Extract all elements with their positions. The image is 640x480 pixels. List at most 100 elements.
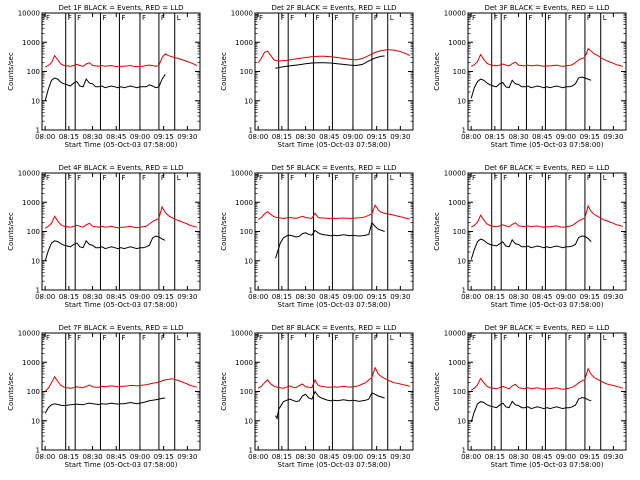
flag-marker-label: F (161, 174, 165, 182)
y-axis-label: Counts/sec (220, 212, 228, 251)
flag-marker-label: F (528, 174, 532, 182)
y-tick-label: 10000 (231, 170, 253, 178)
x-tick-label: 09:30 (390, 453, 410, 461)
x-axis-label: Start Time (05-Oct-03 07:58:00) (491, 141, 604, 149)
flag-marker-label: F (77, 334, 81, 342)
y-axis-label: Counts/sec (7, 212, 15, 251)
plot-title: Det 9F BLACK = Events, RED = LLD (484, 324, 609, 332)
flag-marker-label: F (259, 14, 263, 22)
x-tick-label: 08:45 (106, 453, 126, 461)
y-tick-label: 10000 (444, 10, 466, 18)
x-axis-label: Start Time (05-Oct-03 07:58:00) (278, 141, 391, 149)
detector-plot: Det 6F BLACK = Events, RED = LLD 1 10 100 10… (433, 164, 627, 309)
flag-marker-label: F (142, 14, 146, 22)
flag-marker-label: F (315, 334, 319, 342)
flag-marker-label: F (102, 174, 106, 182)
flag-marker-label: F (102, 14, 106, 22)
flag-marker-label: F (355, 14, 359, 22)
y-tick-label: 10000 (18, 10, 40, 18)
flag-marker-label: F (374, 334, 378, 342)
flag-marker-label: L (177, 334, 181, 342)
y-tick-label: 10 (31, 257, 40, 265)
flag-marker-label: F (355, 334, 359, 342)
x-tick-label: 08:30 (82, 293, 102, 301)
flag-marker-label: F (503, 14, 507, 22)
x-tick-label: 08:15 (485, 133, 505, 141)
events-series-line (275, 390, 385, 420)
x-tick-label: 08:00 (248, 453, 268, 461)
y-tick-label: 100 (453, 228, 466, 236)
y-tick-label: 1000 (22, 39, 40, 47)
y-tick-label: 10 (31, 97, 40, 105)
flag-marker-label: F (281, 334, 285, 342)
x-tick-label: 09:00 (343, 293, 363, 301)
flag-marker-label: F (142, 334, 146, 342)
lld-series-line (257, 366, 410, 389)
y-tick-label: 10 (457, 97, 466, 105)
x-tick-label: 09:00 (130, 453, 150, 461)
flag-marker-label: L (177, 174, 181, 182)
y-tick-label: 1 (462, 127, 466, 135)
x-tick-label: 08:45 (106, 133, 126, 141)
flag-marker-label: L (603, 14, 607, 22)
y-tick-label: 10 (244, 417, 253, 425)
flag-marker-label: F (46, 14, 50, 22)
flag-marker-label: F (77, 14, 81, 22)
flag-marker-label: F (568, 334, 572, 342)
y-tick-label: 1 (462, 287, 466, 295)
detector-plot: Det 1F BLACK = Events, RED = LLD 1 10 100 10… (7, 4, 201, 149)
detector-plot: Det 3F BLACK = Events, RED = LLD 1 10 100 10… (433, 4, 627, 149)
flag-marker-label: F (68, 174, 72, 182)
flag-marker-label: F (290, 14, 294, 22)
y-tick-label: 100 (240, 68, 253, 76)
lld-series-line (470, 47, 623, 67)
x-tick-label: 08:00 (35, 453, 55, 461)
events-series-line (470, 235, 592, 260)
detector-plot: Det 4F BLACK = Events, RED = LLD 1 10 100 10… (7, 164, 201, 309)
y-tick-label: 1000 (448, 359, 466, 367)
flag-marker-label: F (161, 334, 165, 342)
events-series-line (470, 397, 592, 423)
x-tick-label: 08:15 (485, 293, 505, 301)
x-tick-label: 08:00 (461, 453, 481, 461)
x-tick-label: 08:15 (59, 293, 79, 301)
flag-marker-label: F (281, 174, 285, 182)
y-axis-label: Counts/sec (433, 212, 441, 251)
plot-title: Det 6F BLACK = Events, RED = LLD (484, 164, 609, 172)
x-tick-label: 09:30 (603, 453, 623, 461)
flag-marker-label: F (587, 334, 591, 342)
flag-marker-label: F (68, 334, 72, 342)
x-tick-label: 08:00 (461, 133, 481, 141)
detector-plot: Det 8F BLACK = Events, RED = LLD 1 10 100 10… (220, 324, 414, 469)
events-series-line (470, 76, 592, 99)
flag-marker-label: F (102, 334, 106, 342)
y-tick-label: 100 (27, 68, 40, 76)
flag-marker-label: F (290, 174, 294, 182)
x-axis-label: Start Time (05-Oct-03 07:58:00) (65, 141, 178, 149)
flag-marker-label: F (46, 174, 50, 182)
y-tick-label: 10000 (444, 330, 466, 338)
plot-title: Det 1F BLACK = Events, RED = LLD (58, 4, 183, 12)
flag-marker-label: L (603, 174, 607, 182)
x-tick-label: 08:00 (35, 293, 55, 301)
y-tick-label: 10 (457, 257, 466, 265)
x-tick-label: 09:15 (154, 453, 174, 461)
y-tick-label: 1000 (22, 359, 40, 367)
plot-title: Det 7F BLACK = Events, RED = LLD (58, 324, 183, 332)
y-tick-label: 1 (36, 287, 40, 295)
x-tick-label: 08:15 (272, 133, 292, 141)
x-tick-label: 09:00 (343, 453, 363, 461)
flag-marker-label: F (472, 14, 476, 22)
y-axis-label: Counts/sec (433, 52, 441, 91)
plot-title: Det 5F BLACK = Events, RED = LLD (271, 164, 396, 172)
x-tick-label: 08:30 (295, 453, 315, 461)
flag-marker-label: F (547, 14, 551, 22)
y-tick-label: 10000 (231, 10, 253, 18)
y-tick-label: 1 (462, 447, 466, 455)
flag-marker-label: F (568, 14, 572, 22)
x-tick-label: 08:15 (272, 293, 292, 301)
plot-title: Det 2F BLACK = Events, RED = LLD (271, 4, 396, 12)
plot-title: Det 3F BLACK = Events, RED = LLD (484, 4, 609, 12)
x-tick-label: 08:00 (248, 293, 268, 301)
